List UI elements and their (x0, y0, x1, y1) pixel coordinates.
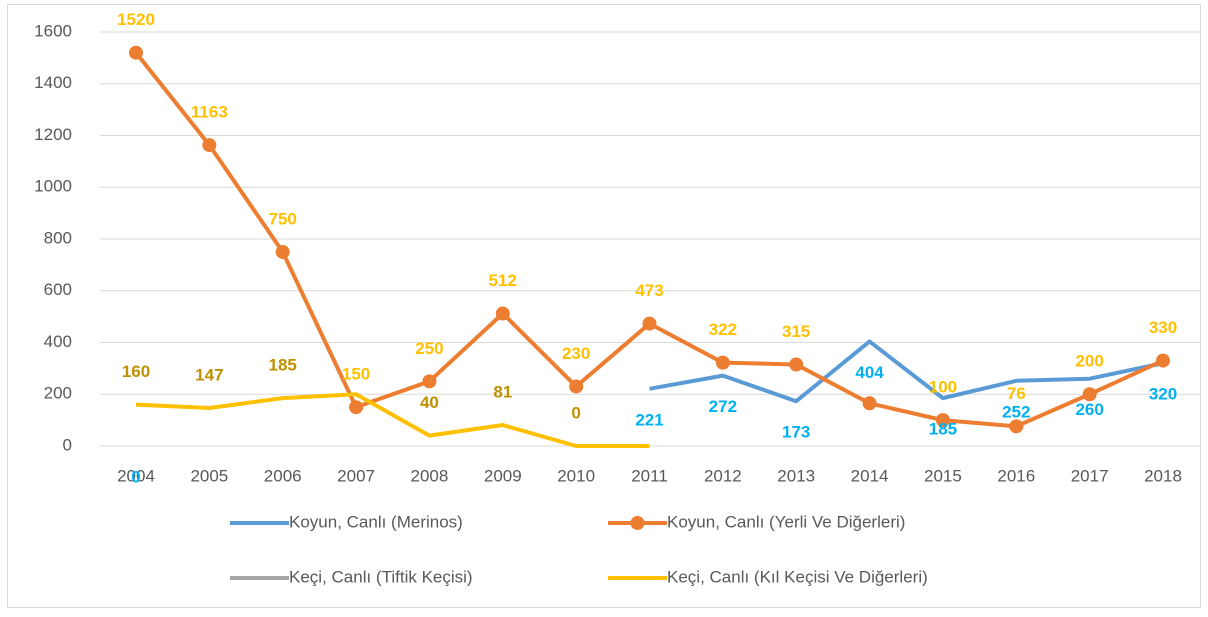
y-tick-label: 0 (63, 435, 72, 454)
series-marker (495, 306, 510, 321)
data-label: 221 (635, 410, 663, 429)
data-label: 330 (1149, 318, 1177, 337)
series-marker (935, 413, 950, 428)
data-label: 272 (709, 397, 737, 416)
legend-label: Keçi, Canlı (Kıl Keçisi Ve Diğerleri) (667, 567, 928, 586)
y-tick-label: 1200 (34, 125, 72, 144)
data-label: 315 (782, 322, 810, 341)
series-marker (129, 45, 143, 60)
data-label: 260 (1075, 400, 1103, 419)
data-label: 76 (1007, 384, 1026, 403)
y-tick-label: 600 (44, 280, 72, 299)
data-label: 250 (415, 339, 443, 358)
data-label: 173 (782, 423, 810, 442)
x-tick-label: 2006 (264, 466, 302, 485)
x-tick-label: 2012 (704, 466, 742, 485)
chart-border (7, 4, 1201, 608)
data-label: 81 (493, 383, 512, 402)
data-label: 252 (1002, 402, 1030, 421)
series-marker (1082, 387, 1097, 402)
x-tick-label: 2018 (1144, 466, 1182, 485)
data-label: 230 (562, 344, 590, 363)
y-tick-label: 1000 (34, 177, 72, 196)
data-label: 147 (195, 365, 223, 384)
y-tick-label: 1400 (34, 73, 72, 92)
data-label: 1163 (191, 103, 228, 122)
series-marker (715, 355, 730, 370)
series-marker (862, 396, 877, 411)
series-marker (349, 400, 364, 415)
legend-label: Koyun, Canlı (Yerli Ve Diğerleri) (667, 512, 905, 531)
x-tick-label: 2017 (1071, 466, 1109, 485)
x-tick-label: 2008 (411, 466, 449, 485)
series-marker (1156, 353, 1170, 368)
series-line (649, 339, 1164, 404)
series-line (135, 392, 650, 448)
series-marker (202, 138, 217, 153)
data-label: 185 (269, 356, 297, 375)
legend-marker (630, 516, 645, 530)
x-tick-label: 2016 (997, 466, 1035, 485)
legend-label: Keçi, Canlı (Tiftik Keçisi) (289, 567, 473, 586)
x-tick-label: 2004 (117, 466, 155, 485)
data-label: 0 (571, 403, 580, 422)
x-tick-label: 2013 (777, 466, 815, 485)
series-marker (569, 379, 584, 394)
data-label: 750 (269, 209, 297, 228)
data-label: 160 (122, 362, 150, 381)
series-marker (1009, 419, 1024, 434)
series-marker (275, 244, 290, 259)
data-label: 40 (420, 393, 439, 412)
series-marker (789, 357, 804, 372)
y-tick-label: 1600 (34, 21, 72, 40)
data-label: 473 (635, 281, 663, 300)
x-tick-label: 2007 (337, 466, 375, 485)
y-tick-label: 400 (44, 332, 72, 351)
series-marker (422, 374, 437, 389)
data-label: 322 (709, 320, 737, 339)
data-label: 100 (929, 378, 957, 397)
data-label: 320 (1149, 385, 1177, 404)
data-label: 200 (1075, 352, 1103, 371)
x-tick-label: 2014 (851, 466, 889, 485)
x-tick-label: 2009 (484, 466, 522, 485)
y-tick-label: 800 (44, 228, 72, 247)
y-tick-label: 200 (44, 384, 72, 403)
x-tick-label: 2015 (924, 466, 962, 485)
x-tick-label: 2005 (190, 466, 228, 485)
x-tick-label: 2011 (631, 466, 668, 485)
data-label: 512 (489, 271, 517, 290)
data-label: 0 (131, 467, 140, 486)
legend-label: Koyun, Canlı (Merinos) (289, 512, 463, 531)
data-label: 1520 (117, 10, 155, 29)
data-label: 404 (855, 363, 884, 382)
data-label: 185 (929, 420, 957, 439)
series-marker (642, 316, 657, 331)
x-tick-label: 2010 (557, 466, 595, 485)
data-label: 150 (342, 365, 370, 384)
